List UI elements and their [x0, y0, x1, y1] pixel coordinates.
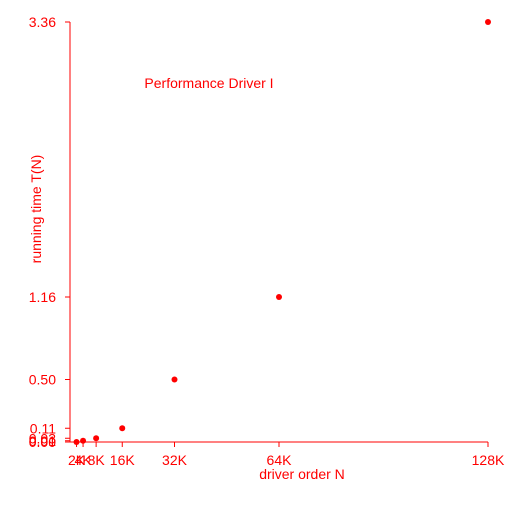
- y-axis-label: running time T(N): [28, 155, 44, 264]
- y-tick-label: 3.36: [29, 14, 56, 30]
- x-tick-label: 4K: [75, 452, 93, 468]
- x-axis-label: driver order N: [259, 466, 345, 482]
- data-point: [80, 437, 87, 444]
- data-point: [73, 439, 80, 445]
- y-tick-label: 1.16: [29, 289, 56, 305]
- x-tick-label: 32K: [162, 452, 188, 468]
- y-tick-label: 0.01: [29, 433, 56, 449]
- y-tick-label: 0.00: [29, 434, 56, 450]
- axes: [69, 22, 488, 443]
- x-tick-label: 128K: [472, 452, 505, 468]
- y-tick-label: 0.03: [29, 430, 56, 446]
- chart-title: Performance Driver I: [144, 75, 273, 91]
- data-point: [119, 425, 126, 432]
- data-point: [171, 376, 178, 383]
- data-point: [276, 294, 282, 300]
- y-tick-label: 0.11: [30, 420, 56, 436]
- x-tick-label: 64K: [267, 452, 293, 468]
- data-points: [73, 19, 491, 445]
- y-axis-ticks: 0.000.010.030.11 0.50 1.16 3.36: [29, 14, 70, 450]
- y-tick-label: 0.50: [29, 372, 56, 388]
- x-tick-label: 8K: [88, 452, 106, 468]
- x-tick-label: 16K: [110, 452, 136, 468]
- x-tick-label: 2K: [68, 452, 86, 468]
- data-point: [93, 435, 100, 442]
- data-point: [485, 19, 491, 25]
